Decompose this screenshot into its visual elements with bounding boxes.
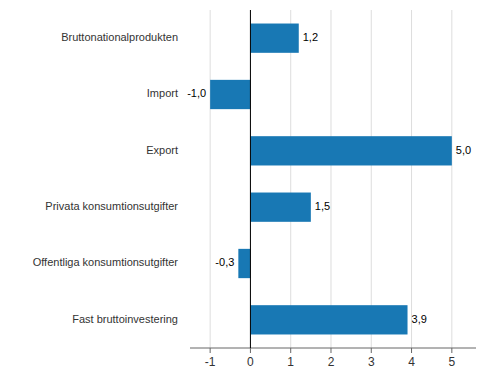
bar [250,24,298,53]
grid-line [451,10,452,348]
tick-mark [330,348,331,353]
bar [250,305,407,334]
data-labels: 3,9 -0,3 1,5 5,0 -1,0 1,2 [187,31,471,325]
grid-line [290,10,291,348]
tick-mark [290,348,291,353]
bar [250,193,310,222]
category-label: Export [146,144,178,156]
category-label: Import [147,87,178,99]
data-label: -1,0 [187,87,206,99]
bar [238,249,250,278]
zero-line [250,10,251,348]
chart: -1 0 1 2 3 4 5 Fast bruttoinvestering Offentliga… [0,0,491,378]
tick-mark [371,348,372,353]
tick-label: 1 [287,355,294,369]
data-label: -0,3 [215,256,234,268]
data-label: 5,0 [456,144,471,156]
tick-mark [250,348,251,353]
category-label: Fast bruttoinvestering [72,313,178,325]
data-label: 1,2 [303,31,318,43]
tick-label: 3 [368,355,375,369]
data-label: 3,9 [412,313,427,325]
category-label: Offentliga konsumtionsutgifter [33,256,179,268]
y-axis: Fast bruttoinvestering Offentliga konsumt… [33,31,179,325]
grid-line [371,10,372,348]
grid-line [250,10,251,348]
category-label: Privata konsumtionsutgifter [45,200,178,212]
bar [250,136,451,165]
data-label: 1,5 [315,200,330,212]
x-axis: -1 0 1 2 3 4 5 [190,348,476,369]
grid-line [411,10,412,348]
tick-mark [451,348,452,353]
bar [210,80,250,109]
grid-line [210,10,211,348]
tick-mark [210,348,211,353]
tick-label: 0 [247,355,254,369]
tick-label: 2 [328,355,335,369]
tick-mark [411,348,412,353]
x-axis-line [190,348,476,349]
tick-label: 4 [408,355,415,369]
bars [210,24,452,335]
category-label: Bruttonationalprodukten [61,31,178,43]
grid [210,10,452,348]
grid-line [330,10,331,348]
tick-label: -1 [205,355,216,369]
tick-label: 5 [448,355,455,369]
